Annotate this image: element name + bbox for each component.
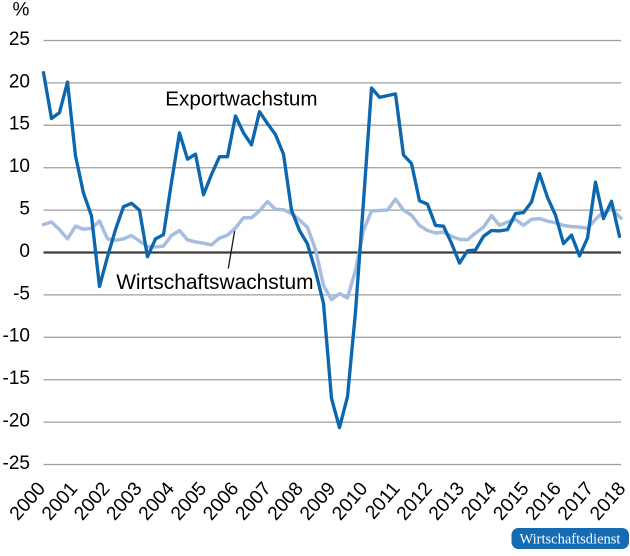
svg-text:-25: -25 <box>3 453 30 474</box>
svg-text:-15: -15 <box>3 368 30 389</box>
svg-text:0: 0 <box>19 241 30 262</box>
svg-text:5: 5 <box>19 199 30 220</box>
svg-text:%: % <box>13 0 30 20</box>
svg-text:Wirtschaftsdienst: Wirtschaftsdienst <box>520 532 621 548</box>
svg-text:20: 20 <box>9 71 30 92</box>
svg-text:10: 10 <box>9 156 30 177</box>
svg-text:Exportwachstum: Exportwachstum <box>165 87 317 110</box>
svg-text:25: 25 <box>9 29 30 50</box>
svg-text:15: 15 <box>9 114 30 135</box>
svg-text:-20: -20 <box>3 411 30 432</box>
svg-text:Wirtschaftswachstum: Wirtschaftswachstum <box>116 271 313 294</box>
svg-text:-5: -5 <box>13 283 30 304</box>
svg-text:-10: -10 <box>3 326 30 347</box>
